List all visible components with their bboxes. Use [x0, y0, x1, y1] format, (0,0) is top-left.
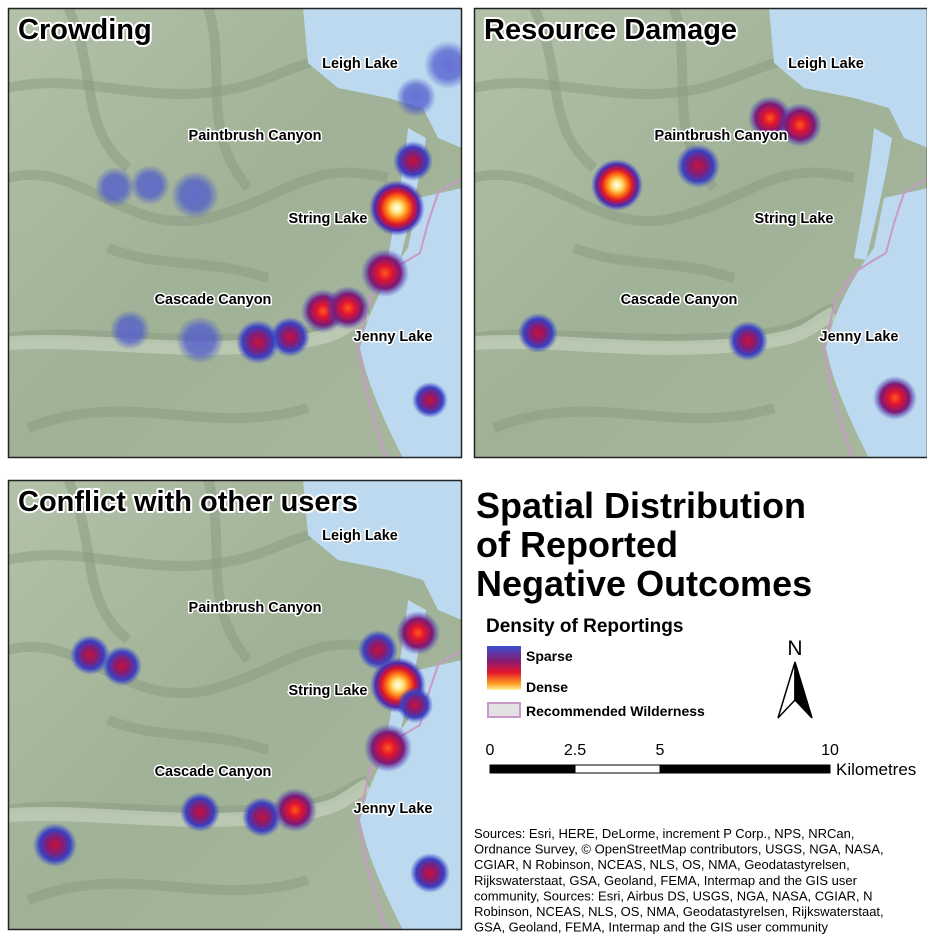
scale-tick-label: 2.5 [564, 742, 586, 759]
source-credit: Rijkswaterstaat, GSA, Geoland, FEMA, Int… [474, 873, 858, 888]
panel-title: Resource Damage [484, 14, 737, 46]
density-hotspot [393, 141, 433, 181]
place-label: Jenny Lake [820, 329, 899, 345]
place-label: Paintbrush Canyon [655, 128, 788, 144]
place-label: Paintbrush Canyon [189, 128, 322, 144]
density-hotspot [591, 159, 643, 211]
density-hotspot [176, 316, 224, 364]
place-label: Jenny Lake [354, 329, 433, 345]
density-hotspot [676, 144, 720, 188]
scale-segment [660, 765, 830, 773]
place-label: Paintbrush Canyon [189, 600, 322, 616]
density-hotspot [364, 724, 412, 772]
density-hotspot [873, 376, 917, 420]
density-hotspot [171, 171, 219, 219]
map [474, 8, 927, 458]
density-hotspot [410, 853, 450, 893]
density-hotspot [369, 180, 425, 236]
density-hotspot [518, 313, 558, 353]
map-panel: Leigh Lake Paintbrush Canyon String Lake Ca… [8, 8, 472, 458]
north-arrow [795, 662, 812, 718]
density-hotspot [361, 249, 409, 297]
scale-tick-label: 0 [486, 742, 495, 759]
density-hotspot [33, 823, 77, 867]
density-hotspot [110, 310, 150, 350]
map-panel: Leigh Lake Paintbrush Canyon String Lake Ca… [474, 8, 927, 458]
place-label: Cascade Canyon [155, 764, 272, 780]
place-label: Cascade Canyon [155, 292, 272, 308]
density-hotspot [102, 646, 142, 686]
density-hotspot [728, 321, 768, 361]
density-hotspot [130, 165, 170, 205]
legend-swatch [488, 703, 520, 717]
panel-title: Conflict with other users [18, 486, 358, 518]
source-credit: Robinson, NCEAS, NLS, OS, NMA, Geodatast… [474, 904, 884, 919]
density-hotspot [95, 167, 135, 207]
place-label: String Lake [289, 211, 368, 227]
figure-title: Spatial Distribution [476, 485, 806, 526]
place-label: Leigh Lake [788, 56, 864, 72]
density-hotspot [273, 788, 317, 832]
scale-tick-label: 10 [821, 742, 839, 759]
source-credit: Ordnance Survey, © OpenStreetMap contrib… [474, 842, 884, 857]
panels: Leigh Lake Paintbrush Canyon String Lake Ca… [8, 8, 927, 930]
scale-tick-label: 5 [656, 742, 665, 759]
source-credit: GSA, Geoland, FEMA, Intermap and the GIS… [474, 920, 829, 935]
place-label: Cascade Canyon [621, 292, 738, 308]
density-hotspot [424, 41, 472, 89]
source-credit: Sources: Esri, HERE, DeLorme, increment … [474, 826, 855, 841]
scale-segment [575, 765, 660, 773]
north-label: N [787, 637, 802, 660]
scale-unit: Kilometres [836, 760, 916, 779]
legend-title: Density of Reportings [486, 616, 683, 637]
place-label: String Lake [289, 683, 368, 699]
legend-label: Sparse [526, 648, 573, 664]
density-hotspot [326, 286, 370, 330]
place-label: Jenny Lake [354, 801, 433, 817]
density-hotspot [412, 382, 448, 418]
density-hotspot [396, 611, 440, 655]
density-hotspot [396, 77, 436, 117]
legend-label: Dense [526, 679, 568, 695]
map [8, 480, 462, 930]
place-label: String Lake [755, 211, 834, 227]
map-panel: Leigh Lake Paintbrush Canyon String Lake Ca… [8, 480, 462, 930]
panel-title: Crowding [18, 14, 152, 46]
scale-segment [490, 765, 575, 773]
figure-title: of Reported [476, 524, 678, 565]
legend-label: Recommended Wilderness [526, 703, 705, 719]
place-label: Leigh Lake [322, 528, 398, 544]
place-label: Leigh Lake [322, 56, 398, 72]
legend-ramp [487, 646, 521, 690]
source-credit: community, Sources: Esri, Airbus DS, USG… [474, 888, 873, 903]
north-arrow [778, 662, 795, 718]
density-hotspot [180, 792, 220, 832]
density-hotspot [236, 320, 280, 364]
figure-title: Negative Outcomes [476, 563, 812, 604]
source-credit: CGIAR, N Robinson, NCEAS, NLS, OS, NMA, … [474, 857, 850, 872]
figure: Leigh Lake Paintbrush Canyon String Lake Ca… [0, 0, 927, 935]
map [8, 8, 472, 458]
density-hotspot [397, 687, 433, 723]
